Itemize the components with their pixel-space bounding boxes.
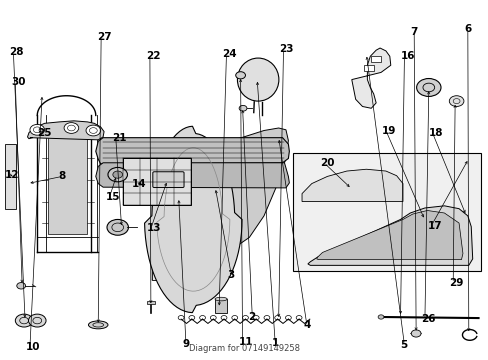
Circle shape <box>239 105 246 111</box>
Text: 17: 17 <box>427 221 441 231</box>
Polygon shape <box>302 169 402 202</box>
Circle shape <box>86 125 101 136</box>
Text: 22: 22 <box>146 51 160 61</box>
Text: 30: 30 <box>11 77 26 87</box>
Text: 1: 1 <box>271 338 278 348</box>
Text: 19: 19 <box>381 126 396 135</box>
Ellipse shape <box>88 321 108 329</box>
Text: 28: 28 <box>9 46 24 57</box>
Text: 18: 18 <box>428 129 443 138</box>
Ellipse shape <box>215 297 227 301</box>
Circle shape <box>64 123 79 134</box>
Polygon shape <box>27 121 104 140</box>
Text: 24: 24 <box>222 49 237 59</box>
Circle shape <box>15 314 33 327</box>
Circle shape <box>108 167 127 182</box>
Polygon shape <box>122 158 190 205</box>
Text: 4: 4 <box>303 320 310 330</box>
Text: 7: 7 <box>409 27 417 37</box>
Bar <box>293 153 480 271</box>
Text: 23: 23 <box>279 44 293 54</box>
Text: 20: 20 <box>320 158 334 168</box>
Polygon shape <box>96 163 289 188</box>
Circle shape <box>113 171 122 178</box>
Text: 14: 14 <box>131 179 146 189</box>
Polygon shape <box>152 202 207 280</box>
Text: 9: 9 <box>182 339 189 349</box>
Text: Diagram for 07149149258: Diagram for 07149149258 <box>189 344 299 353</box>
Text: 2: 2 <box>248 312 255 322</box>
Text: 27: 27 <box>97 32 112 41</box>
Circle shape <box>377 315 383 319</box>
Text: 15: 15 <box>105 192 120 202</box>
Text: 11: 11 <box>238 337 253 347</box>
Text: 10: 10 <box>26 342 41 352</box>
Circle shape <box>235 72 245 79</box>
Bar <box>215 299 227 313</box>
Circle shape <box>28 314 46 327</box>
Polygon shape <box>96 138 289 164</box>
Polygon shape <box>307 206 472 265</box>
Circle shape <box>30 125 44 135</box>
Text: 29: 29 <box>448 278 463 288</box>
Ellipse shape <box>237 58 278 101</box>
Circle shape <box>416 78 440 96</box>
Polygon shape <box>4 144 16 209</box>
Polygon shape <box>221 128 288 248</box>
Circle shape <box>448 96 463 107</box>
Circle shape <box>17 283 25 289</box>
Text: 6: 6 <box>463 24 470 35</box>
Bar <box>147 301 155 304</box>
Polygon shape <box>144 126 242 313</box>
Bar <box>363 65 373 71</box>
Text: 16: 16 <box>400 51 414 61</box>
Polygon shape <box>48 126 87 234</box>
Polygon shape <box>351 48 390 108</box>
Text: 21: 21 <box>112 133 126 143</box>
Text: 13: 13 <box>147 224 161 233</box>
Text: 12: 12 <box>4 170 19 180</box>
FancyBboxPatch shape <box>153 172 183 188</box>
Bar <box>370 56 380 62</box>
Text: 26: 26 <box>420 314 435 324</box>
Circle shape <box>107 220 128 235</box>
Circle shape <box>410 330 420 337</box>
Text: 3: 3 <box>227 270 234 280</box>
Text: 8: 8 <box>58 171 65 181</box>
Text: 25: 25 <box>37 128 52 138</box>
Text: 5: 5 <box>400 340 407 350</box>
Polygon shape <box>316 211 462 260</box>
